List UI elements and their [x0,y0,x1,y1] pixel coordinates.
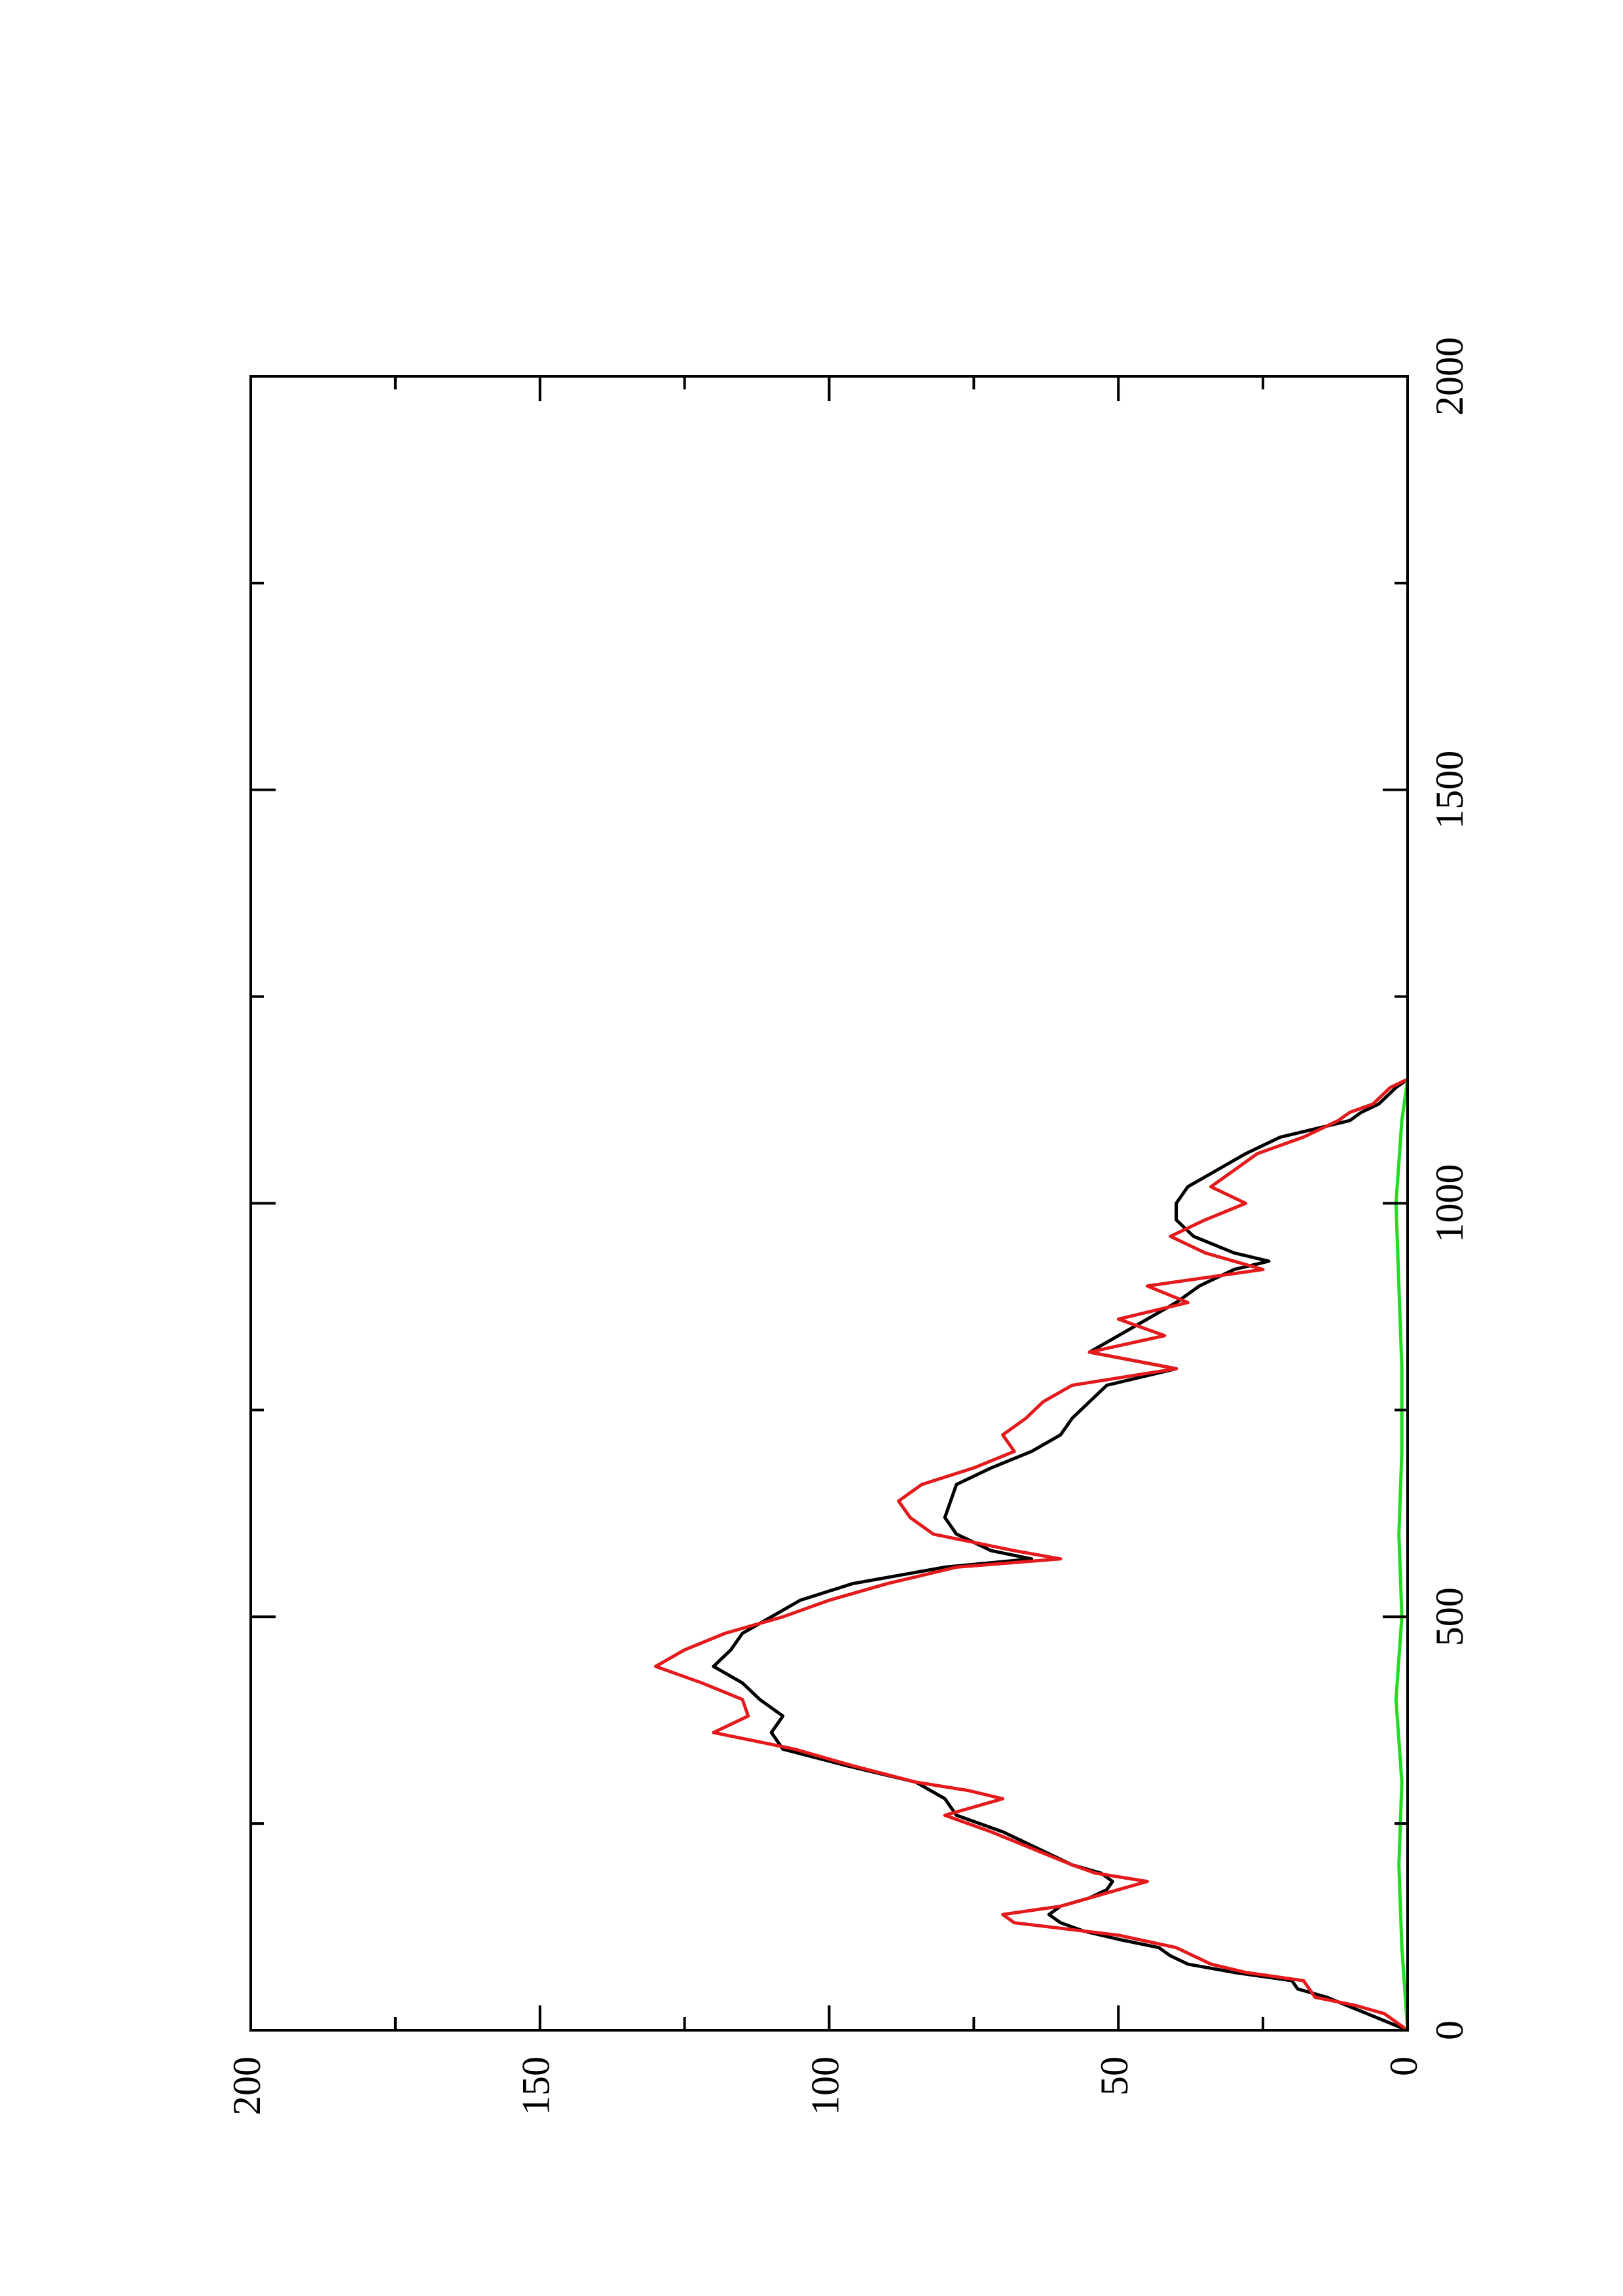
x-tick-label: 1000 [1428,1164,1471,1243]
x-tick-label: 1500 [1428,751,1471,829]
tick-labels: 0 500 1000 1500 2000 0 50 100 150 200 [225,337,1471,2115]
x-tick-label: 500 [1428,1587,1471,1646]
series-line-1 [712,1077,1409,2032]
series-group [654,1077,1410,2032]
y-tick-label: 150 [515,2056,558,2115]
y-tick-label: 50 [1093,2056,1136,2096]
x-tick-label: 0 [1428,2020,1471,2040]
axis-ticks [249,375,1409,2032]
y-tick-label: 100 [803,2056,847,2115]
plot-frame [249,375,1409,2032]
y-tick-label: 0 [1382,2056,1425,2076]
x-tick-label: 2000 [1428,337,1471,416]
y-tick-label: 200 [225,2056,268,2115]
series-line-3 [1394,1079,1410,2031]
series-line-2 [654,1077,1409,2032]
